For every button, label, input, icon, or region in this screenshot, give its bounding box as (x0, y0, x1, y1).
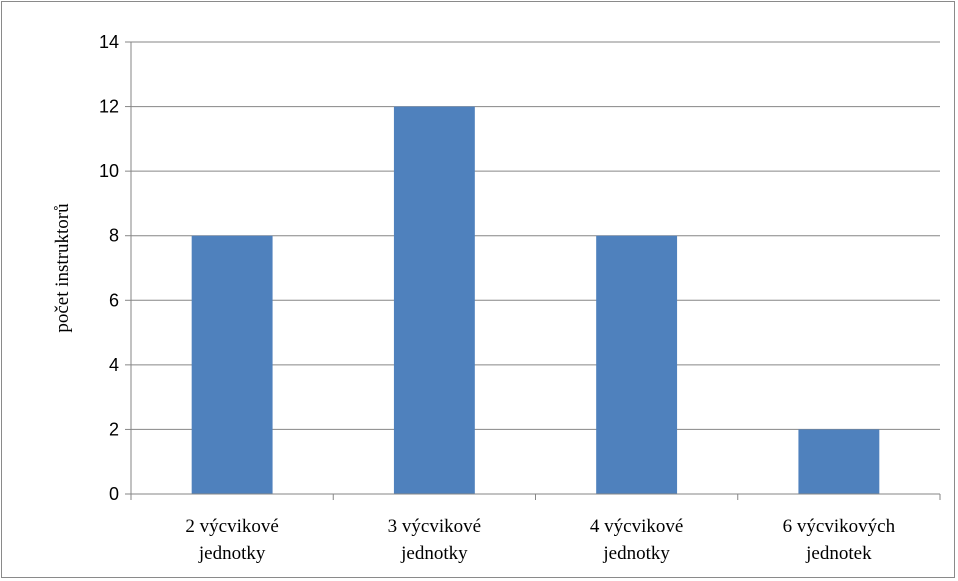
x-tick-label: 3 výcvikové jednotky (388, 516, 481, 564)
bar (191, 235, 273, 494)
x-tick-label: 6 výcvikových jednotek (783, 516, 896, 564)
x-tick-labels: 2 výcvikové jednotky 3 výcvikové jednotky 4 … (185, 516, 895, 564)
y-tick-label: 0 (109, 484, 119, 504)
y-tick-label: 8 (109, 226, 119, 246)
bars (191, 106, 880, 495)
axes (125, 41, 941, 500)
y-tick-label: 2 (109, 419, 119, 439)
y-tick-label: 12 (99, 97, 119, 117)
bar (798, 429, 880, 494)
y-tick-label: 10 (99, 161, 119, 181)
bar (393, 106, 475, 495)
y-tick-label: 6 (109, 290, 119, 310)
y-tick-label: 14 (99, 32, 119, 52)
x-tick-label: 2 výcvikové jednotky (185, 516, 278, 564)
bar (596, 235, 678, 494)
y-tick-labels: 0 2 4 6 8 10 12 14 (99, 32, 119, 504)
y-axis-label: počet instruktorů (52, 203, 73, 333)
y-tick-label: 4 (109, 355, 119, 375)
x-tick-label: 4 výcvikové jednotky (590, 516, 683, 564)
